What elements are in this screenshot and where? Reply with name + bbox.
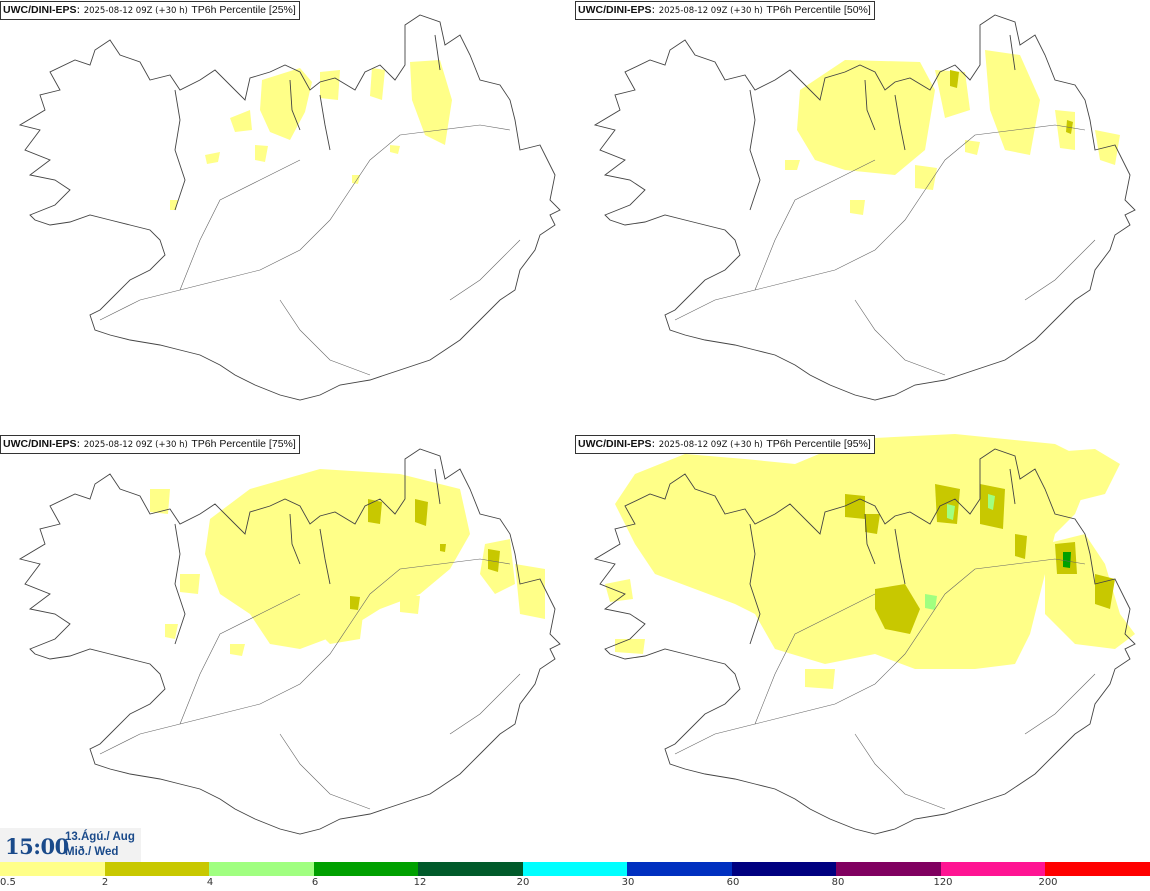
colorbar-segment xyxy=(836,862,941,876)
roads xyxy=(674,558,1096,810)
precip-fill xyxy=(170,60,452,210)
precip-fill-2 xyxy=(845,484,1115,634)
colorbar-label: 80 xyxy=(831,877,845,888)
map-canvas xyxy=(593,434,1136,835)
roads xyxy=(99,124,521,376)
map-canvas xyxy=(18,14,561,401)
run-info: 2025-08-12 09Z (+30 h) xyxy=(83,440,188,450)
model-name: UWC/DINI-EPS xyxy=(3,4,77,16)
colorbar-segment xyxy=(418,862,523,876)
panel-header: UWC/DINI-EPS: 2025-08-12 09Z (+30 h) TP6… xyxy=(575,1,875,20)
parameter-label: TP6h Percentile [95%] xyxy=(766,438,871,450)
colorbar-segment xyxy=(1045,862,1150,876)
parameter-label: TP6h Percentile [25%] xyxy=(191,4,296,16)
colorbar-label: 200 xyxy=(1038,877,1058,888)
colorbar-labels: 0.5 2 4 6 12 20 30 60 80 120 200 xyxy=(0,877,1150,891)
precip-fill xyxy=(785,50,1120,215)
precip-fill-2 xyxy=(950,70,1073,134)
colorbar-label: 60 xyxy=(726,877,740,888)
colorbar-segment xyxy=(522,862,628,876)
colorbar xyxy=(0,862,1150,876)
map-panel-50: UWC/DINI-EPS: 2025-08-12 09Z (+30 h) TP6… xyxy=(575,0,1150,434)
run-info: 2025-08-12 09Z (+30 h) xyxy=(83,6,188,16)
valid-time: 15:00 xyxy=(5,834,69,859)
roads xyxy=(99,558,521,810)
colorbar-segment xyxy=(731,862,837,876)
colorbar-segment xyxy=(627,862,732,876)
model-name: UWC/DINI-EPS xyxy=(578,4,652,16)
precip-fill-2 xyxy=(350,499,500,610)
map-canvas xyxy=(593,14,1136,401)
map-panel-95: UWC/DINI-EPS: 2025-08-12 09Z (+30 h) TP6… xyxy=(575,434,1150,868)
colorbar-segment xyxy=(0,862,105,876)
colorbar-label: 0.5 xyxy=(0,877,16,888)
colorbar-label: 12 xyxy=(413,877,427,888)
colorbar-segment xyxy=(313,862,419,876)
panel-header: UWC/DINI-EPS: 2025-08-12 09Z (+30 h) TP6… xyxy=(0,1,300,20)
parameter-label: TP6h Percentile [75%] xyxy=(191,438,296,450)
run-info: 2025-08-12 09Z (+30 h) xyxy=(658,440,763,450)
model-name: UWC/DINI-EPS xyxy=(578,438,652,450)
run-info: 2025-08-12 09Z (+30 h) xyxy=(658,6,763,16)
colorbar-label: 20 xyxy=(516,877,530,888)
colorbar-label: 2 xyxy=(101,877,109,888)
colorbar-label: 4 xyxy=(206,877,214,888)
coastline xyxy=(593,14,1136,401)
roads xyxy=(674,124,1096,376)
colorbar-label: 30 xyxy=(621,877,635,888)
map-panel-75: UWC/DINI-EPS: 2025-08-12 09Z (+30 h) TP6… xyxy=(0,434,575,868)
coastline xyxy=(593,448,1136,835)
precip-fill xyxy=(605,434,1135,689)
valid-time-box: 15:00 13.Ágú./ Aug Mið./ Wed xyxy=(0,828,141,862)
coastline xyxy=(18,448,561,835)
valid-date-line1: 13.Ágú./ Aug xyxy=(65,831,135,843)
colorbar-segment xyxy=(104,862,210,876)
coastline xyxy=(18,14,561,401)
colorbar-segment xyxy=(940,862,1046,876)
precip-fill-4 xyxy=(1063,552,1071,568)
panel-header: UWC/DINI-EPS: 2025-08-12 09Z (+30 h) TP6… xyxy=(575,435,875,454)
colorbar-label: 120 xyxy=(933,877,953,888)
valid-date-line2: Mið./ Wed xyxy=(65,846,119,858)
precip-fill-3 xyxy=(925,494,995,610)
panel-header: UWC/DINI-EPS: 2025-08-12 09Z (+30 h) TP6… xyxy=(0,435,300,454)
map-canvas xyxy=(18,448,561,835)
model-name: UWC/DINI-EPS xyxy=(3,438,77,450)
map-panel-25: UWC/DINI-EPS: 2025-08-12 09Z (+30 h) TP6… xyxy=(0,0,575,434)
parameter-label: TP6h Percentile [50%] xyxy=(766,4,871,16)
colorbar-label: 6 xyxy=(311,877,319,888)
colorbar-segment xyxy=(209,862,314,876)
